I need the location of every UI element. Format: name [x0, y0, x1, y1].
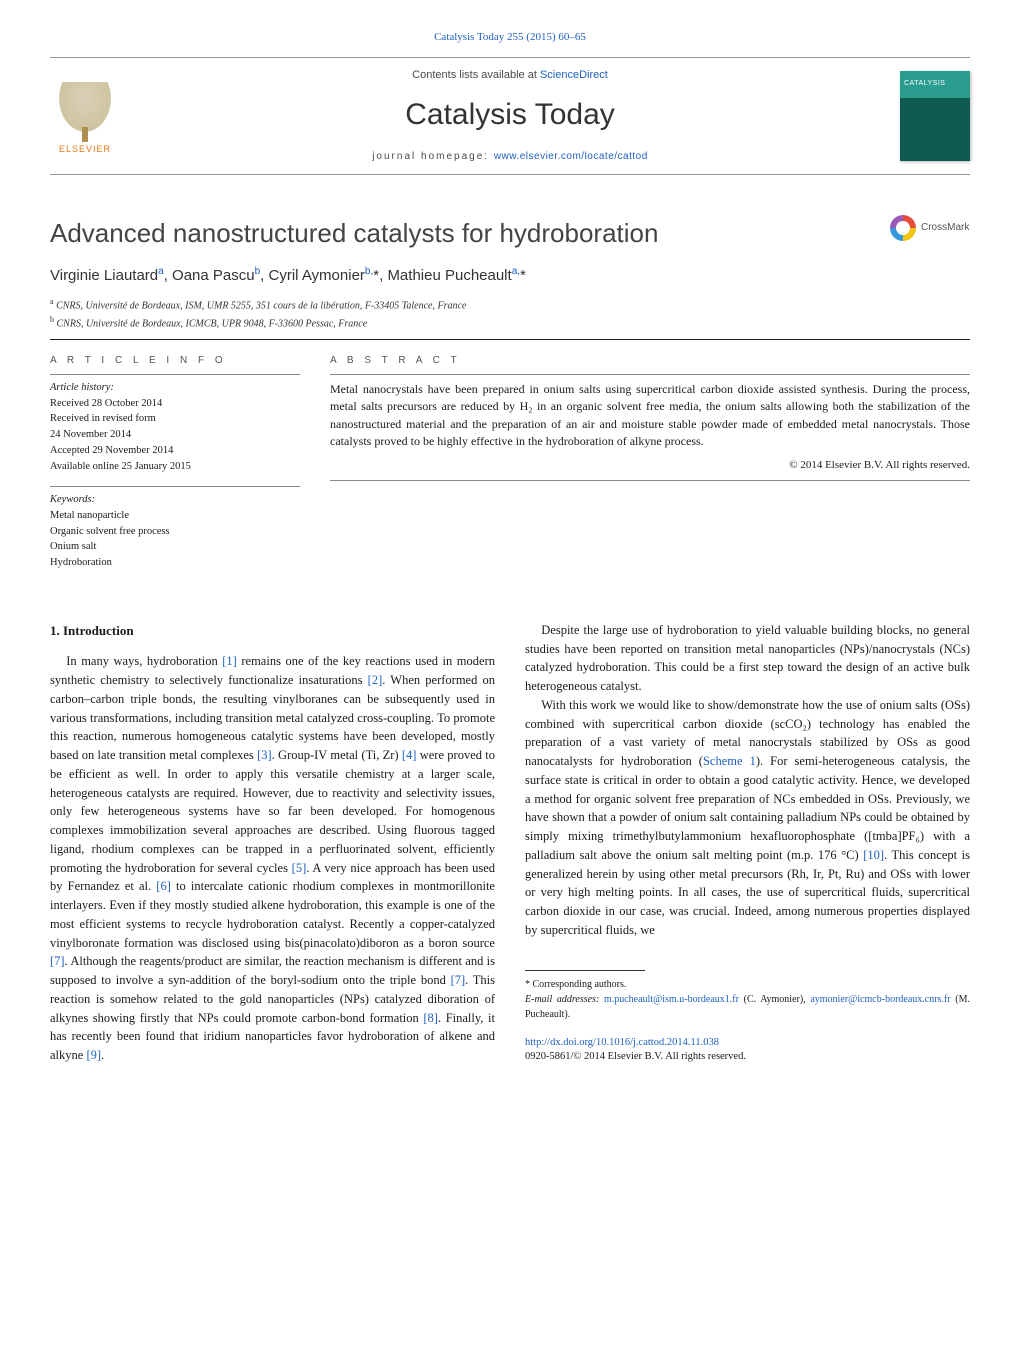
- ref-link-9[interactable]: [9]: [86, 1048, 101, 1062]
- footnote-separator: [525, 970, 645, 971]
- ref-link-10[interactable]: [10]: [863, 848, 884, 862]
- email-line: E-mail addresses: m.pucheault@ism.u-bord…: [525, 992, 970, 1022]
- body-text-span: . Although the reagents/product are simi…: [50, 954, 495, 987]
- homepage-line: journal homepage: www.elsevier.com/locat…: [130, 150, 890, 164]
- masthead-center: Contents lists available at ScienceDirec…: [130, 68, 890, 163]
- keyword: Metal nanoparticle: [50, 508, 300, 524]
- article-info-heading: a r t i c l e i n f o: [50, 354, 300, 368]
- abstract-copyright: © 2014 Elsevier B.V. All rights reserved…: [330, 458, 970, 473]
- homepage-link[interactable]: www.elsevier.com/locate/cattod: [494, 151, 648, 162]
- affil-text-b: CNRS, Université de Bordeaux, ICMCB, UPR…: [57, 318, 368, 329]
- keyword: Organic solvent free process: [50, 524, 300, 540]
- body-text-span: were proved to be efficient as well. In …: [50, 748, 495, 875]
- abstract-text: Metal nanocrystals have been prepared in…: [330, 381, 970, 451]
- affil-label-a: a: [50, 297, 54, 306]
- section-1-heading: 1. Introduction: [50, 621, 495, 641]
- history-line: 24 November 2014: [50, 427, 300, 443]
- ref-link-7a[interactable]: [7]: [50, 954, 65, 968]
- body-para-1: In many ways, hydroboration [1] remains …: [50, 652, 495, 1065]
- affil-text-a: CNRS, Université de Bordeaux, ISM, UMR 5…: [56, 301, 466, 312]
- affiliation-b: b CNRS, Université de Bordeaux, ICMCB, U…: [50, 314, 970, 331]
- keyword: Hydroboration: [50, 555, 300, 571]
- affiliation-a: a CNRS, Université de Bordeaux, ISM, UMR…: [50, 296, 970, 313]
- body-text-span: . Group-IV metal (Ti, Zr): [272, 748, 402, 762]
- keyword: Onium salt: [50, 539, 300, 555]
- ref-link-4[interactable]: [4]: [402, 748, 417, 762]
- info-rule-2: [50, 486, 300, 487]
- affiliations: a CNRS, Université de Bordeaux, ISM, UMR…: [50, 296, 970, 331]
- ref-link-6[interactable]: [6]: [156, 879, 171, 893]
- body-para-2: Despite the large use of hydroboration t…: [525, 621, 970, 696]
- footnotes: * Corresponding authors. E-mail addresse…: [525, 977, 970, 1022]
- rule-above-info: [50, 339, 970, 340]
- body-para-3: With this work we would like to show/dem…: [525, 696, 970, 940]
- email-who-1: (C. Aymonier),: [739, 994, 810, 1005]
- keywords-body: Metal nanoparticle Organic solvent free …: [50, 508, 300, 571]
- abstract-rule: [330, 374, 970, 375]
- abstract-heading: a b s t r a c t: [330, 354, 970, 368]
- history-body: Received 28 October 2014 Received in rev…: [50, 396, 300, 475]
- crossmark-badge[interactable]: CrossMark: [890, 215, 970, 241]
- article-info-block: a r t i c l e i n f o Article history: R…: [50, 354, 300, 571]
- journal-reference: Catalysis Today 255 (2015) 60–65: [50, 30, 970, 45]
- ref-link-8[interactable]: [8]: [423, 1011, 438, 1025]
- ref-link-5[interactable]: [5]: [292, 861, 307, 875]
- abstract-rule-bottom: [330, 480, 970, 481]
- scheme-link-1[interactable]: Scheme 1: [703, 754, 756, 768]
- ref-link-2[interactable]: [2]: [368, 673, 383, 687]
- sciencedirect-link[interactable]: ScienceDirect: [540, 69, 608, 81]
- homepage-label: journal homepage:: [372, 151, 494, 162]
- body-text-span: ). For semi-heterogeneous catalysis, the…: [525, 754, 970, 862]
- elsevier-tree-icon: [55, 82, 115, 137]
- doi-link[interactable]: http://dx.doi.org/10.1016/j.cattod.2014.…: [525, 1037, 719, 1048]
- corresponding-authors-label: * Corresponding authors.: [525, 977, 970, 992]
- article-title: Advanced nanostructured catalysts for hy…: [50, 215, 658, 251]
- crossmark-label: CrossMark: [921, 221, 969, 235]
- keywords-label: Keywords:: [50, 493, 300, 508]
- email-link-1[interactable]: m.pucheault@ism.u-bordeaux1.fr: [604, 994, 739, 1005]
- email-label: E-mail addresses:: [525, 994, 604, 1005]
- info-rule-1: [50, 374, 300, 375]
- title-row: Advanced nanostructured catalysts for hy…: [50, 215, 970, 251]
- masthead: ELSEVIER Contents lists available at Sci…: [50, 57, 970, 174]
- issn-copyright-line: 0920-5861/© 2014 Elsevier B.V. All right…: [525, 1051, 746, 1062]
- history-line: Available online 25 January 2015: [50, 459, 300, 475]
- ref-link-7b[interactable]: [7]: [451, 973, 466, 987]
- info-abstract-row: a r t i c l e i n f o Article history: R…: [50, 354, 970, 571]
- affil-label-b: b: [50, 315, 54, 324]
- ref-link-1[interactable]: [1]: [222, 654, 237, 668]
- elsevier-logo: ELSEVIER: [50, 76, 120, 156]
- body-text-span: .: [101, 1048, 104, 1062]
- email-link-2[interactable]: aymonier@icmcb-bordeaux.cnrs.fr: [810, 994, 950, 1005]
- authors-line: Virginie Liautarda, Oana Pascub, Cyril A…: [50, 265, 970, 286]
- history-label: Article history:: [50, 381, 300, 396]
- contents-prefix: Contents lists available at: [412, 69, 540, 81]
- body-text-span: In many ways, hydroboration: [66, 654, 222, 668]
- history-line: Accepted 29 November 2014: [50, 443, 300, 459]
- elsevier-wordmark: ELSEVIER: [59, 143, 111, 156]
- journal-name: Catalysis Today: [130, 94, 890, 136]
- history-line: Received 28 October 2014: [50, 396, 300, 412]
- doi-block: http://dx.doi.org/10.1016/j.cattod.2014.…: [525, 1036, 970, 1065]
- crossmark-icon: [890, 215, 916, 241]
- journal-cover-thumb: [900, 71, 970, 161]
- history-line: Received in revised form: [50, 411, 300, 427]
- footnote-block: * Corresponding authors. E-mail addresse…: [525, 970, 970, 1065]
- ref-link-3[interactable]: [3]: [257, 748, 272, 762]
- contents-line: Contents lists available at ScienceDirec…: [130, 68, 890, 83]
- body-text: 1. Introduction In many ways, hydroborat…: [50, 621, 970, 1065]
- abstract-block: a b s t r a c t Metal nanocrystals have …: [330, 354, 970, 571]
